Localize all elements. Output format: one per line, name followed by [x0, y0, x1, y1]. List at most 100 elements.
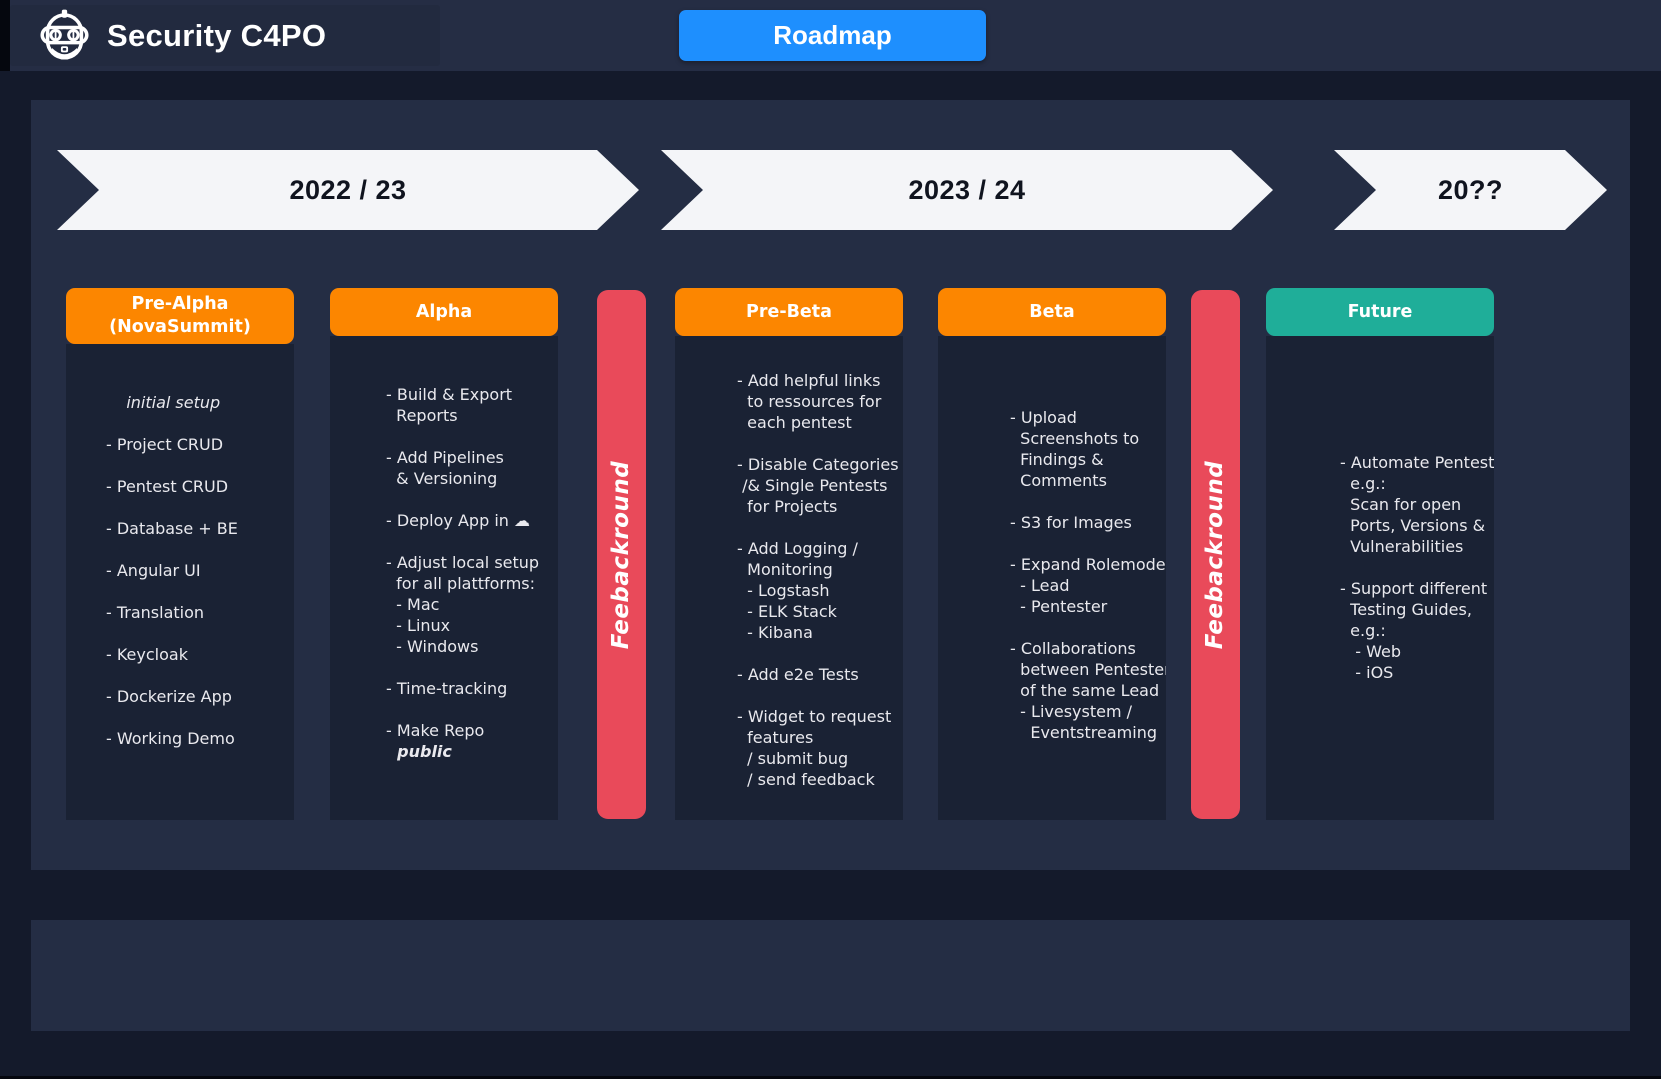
card-line: /& Single Pentests [737, 476, 888, 495]
robot-icon [40, 9, 89, 60]
roadmap-panel: 2022 / 23 2023 / 24 20?? Pre-Alpha (Nova… [31, 100, 1630, 870]
card-body-future: - Automate Pentests e.g.: Scan for open … [1266, 336, 1494, 820]
card-line: - Linux [386, 616, 451, 635]
card-line: & Versioning [386, 469, 498, 488]
window-edge [0, 0, 10, 71]
timeline-arrow-2023-24: 2023 / 24 [661, 150, 1273, 230]
card-line [386, 657, 558, 678]
card-line [386, 489, 558, 510]
timeline-arrow-2022-23: 2022 / 23 [57, 150, 639, 230]
roadmap-button[interactable]: Roadmap [679, 10, 986, 61]
header-bar: Security C4PO Roadmap [0, 0, 1661, 71]
window-edge [0, 1076, 1661, 1079]
card-line: e.g.: [1340, 474, 1386, 493]
card-line: - Widget to request [737, 707, 892, 726]
card-line [106, 623, 294, 644]
card-line [106, 413, 294, 434]
card-line: Scan for open [1340, 495, 1462, 514]
card-line: - Dockerize App [106, 686, 232, 706]
feedback-bar-2: Feebackround [1191, 290, 1240, 819]
column-header-pre-beta: Pre-Beta [675, 288, 903, 336]
column-pre-beta: Pre-Beta - Add helpful links to ressourc… [675, 288, 903, 820]
card-body-pre-beta: - Add helpful links to ressources for ea… [675, 336, 903, 820]
card-line [106, 497, 294, 518]
card-body-pre-alpha: initial setup - Project CRUD - Pentest C… [66, 343, 294, 820]
card-line: - Windows [386, 637, 479, 656]
card-line: - Web [1340, 642, 1401, 661]
card-line [737, 517, 903, 538]
column-alpha: Alpha - Build & Export Reports - Add Pip… [330, 288, 558, 820]
card-line: Findings & [1010, 450, 1104, 469]
card-line [1010, 533, 1166, 554]
card-line: - Pentester [1010, 597, 1108, 616]
card-line [106, 707, 294, 728]
card-line: for Projects [737, 497, 838, 516]
column-header-future: Future [1266, 288, 1494, 336]
card-line [1340, 557, 1494, 578]
card-line: - Add e2e Tests [737, 665, 859, 684]
column-pre-alpha: Pre-Alpha (NovaSummit) initial setup - P… [66, 288, 294, 820]
card-line [106, 581, 294, 602]
card-line: - Mac [386, 595, 440, 614]
card-line [386, 426, 558, 447]
card-line: Reports [386, 406, 458, 425]
card-line: - Lead [1010, 576, 1070, 595]
card-line [106, 665, 294, 686]
card-line: - Add Logging / [737, 539, 858, 558]
card-line: between Pentesters [1010, 660, 1166, 679]
card-line: - ELK Stack [737, 602, 837, 621]
card-line: Ports, Versions & [1340, 516, 1486, 535]
card-line: public [386, 742, 452, 761]
timeline-arrow-label: 20?? [1437, 174, 1504, 205]
column-header-beta: Beta [938, 288, 1166, 336]
feedback-bar-label: Feebackround [608, 460, 635, 649]
card-line [737, 433, 903, 454]
card-line: - Angular UI [106, 560, 201, 580]
app-title: Security C4PO [107, 17, 327, 53]
card-line: - Upload [1010, 408, 1077, 427]
card-line: of the same Lead [1010, 681, 1160, 700]
column-header-pre-alpha: Pre-Alpha (NovaSummit) [66, 288, 294, 344]
card-line: - Add helpful links [737, 371, 881, 390]
card-line [1010, 491, 1166, 512]
card-line [106, 455, 294, 476]
card-line [737, 685, 903, 706]
card-line: Comments [1010, 471, 1107, 490]
card-line: - Logstash [737, 581, 830, 600]
card-line: - Translation [106, 602, 205, 622]
timeline-arrow-label: 2022 / 23 [289, 174, 407, 205]
card-line: Eventstreaming [1010, 723, 1157, 742]
card-line: - Support different [1340, 579, 1488, 598]
card-line: Testing Guides, [1340, 600, 1472, 619]
card-line [386, 699, 558, 720]
card-line: - Time-tracking [386, 679, 508, 698]
card-line: / send feedback [737, 770, 875, 789]
card-line: - Kibana [737, 623, 813, 642]
card-line: - Expand Rolemodel [1010, 555, 1166, 574]
card-line: - Collaborations [1010, 639, 1136, 658]
card-line [386, 531, 558, 552]
feedback-bar-label: Feebackround [1202, 460, 1229, 649]
card-body-beta: - Upload Screenshots to Findings & Comme… [938, 336, 1166, 820]
card-line: - Automate Pentests [1340, 453, 1494, 472]
timeline-arrow-future: 20?? [1334, 150, 1607, 230]
card-body-alpha: - Build & Export Reports - Add Pipelines… [330, 336, 558, 820]
card-line: / submit bug [737, 749, 849, 768]
card-line: - Project CRUD [106, 434, 224, 454]
card-line: Monitoring [737, 560, 833, 579]
card-line: - Keycloak [106, 644, 188, 664]
card-line: - Pentest CRUD [106, 476, 229, 496]
card-line: - Disable Categories [737, 455, 899, 474]
card-line: - Livesystem / [1010, 702, 1133, 721]
card-line: - Build & Export [386, 385, 513, 404]
footer-panel [31, 920, 1630, 1031]
card-line: features [737, 728, 814, 747]
column-header-alpha: Alpha [330, 288, 558, 336]
column-beta: Beta - Upload Screenshots to Findings & … [938, 288, 1166, 820]
card-line: - Database + BE [106, 518, 238, 538]
card-line: Vulnerabilities [1340, 537, 1464, 556]
card-line: - S3 for Images [1010, 513, 1132, 532]
card-line: for all plattforms: [386, 574, 536, 593]
card-line: e.g.: [1340, 621, 1386, 640]
